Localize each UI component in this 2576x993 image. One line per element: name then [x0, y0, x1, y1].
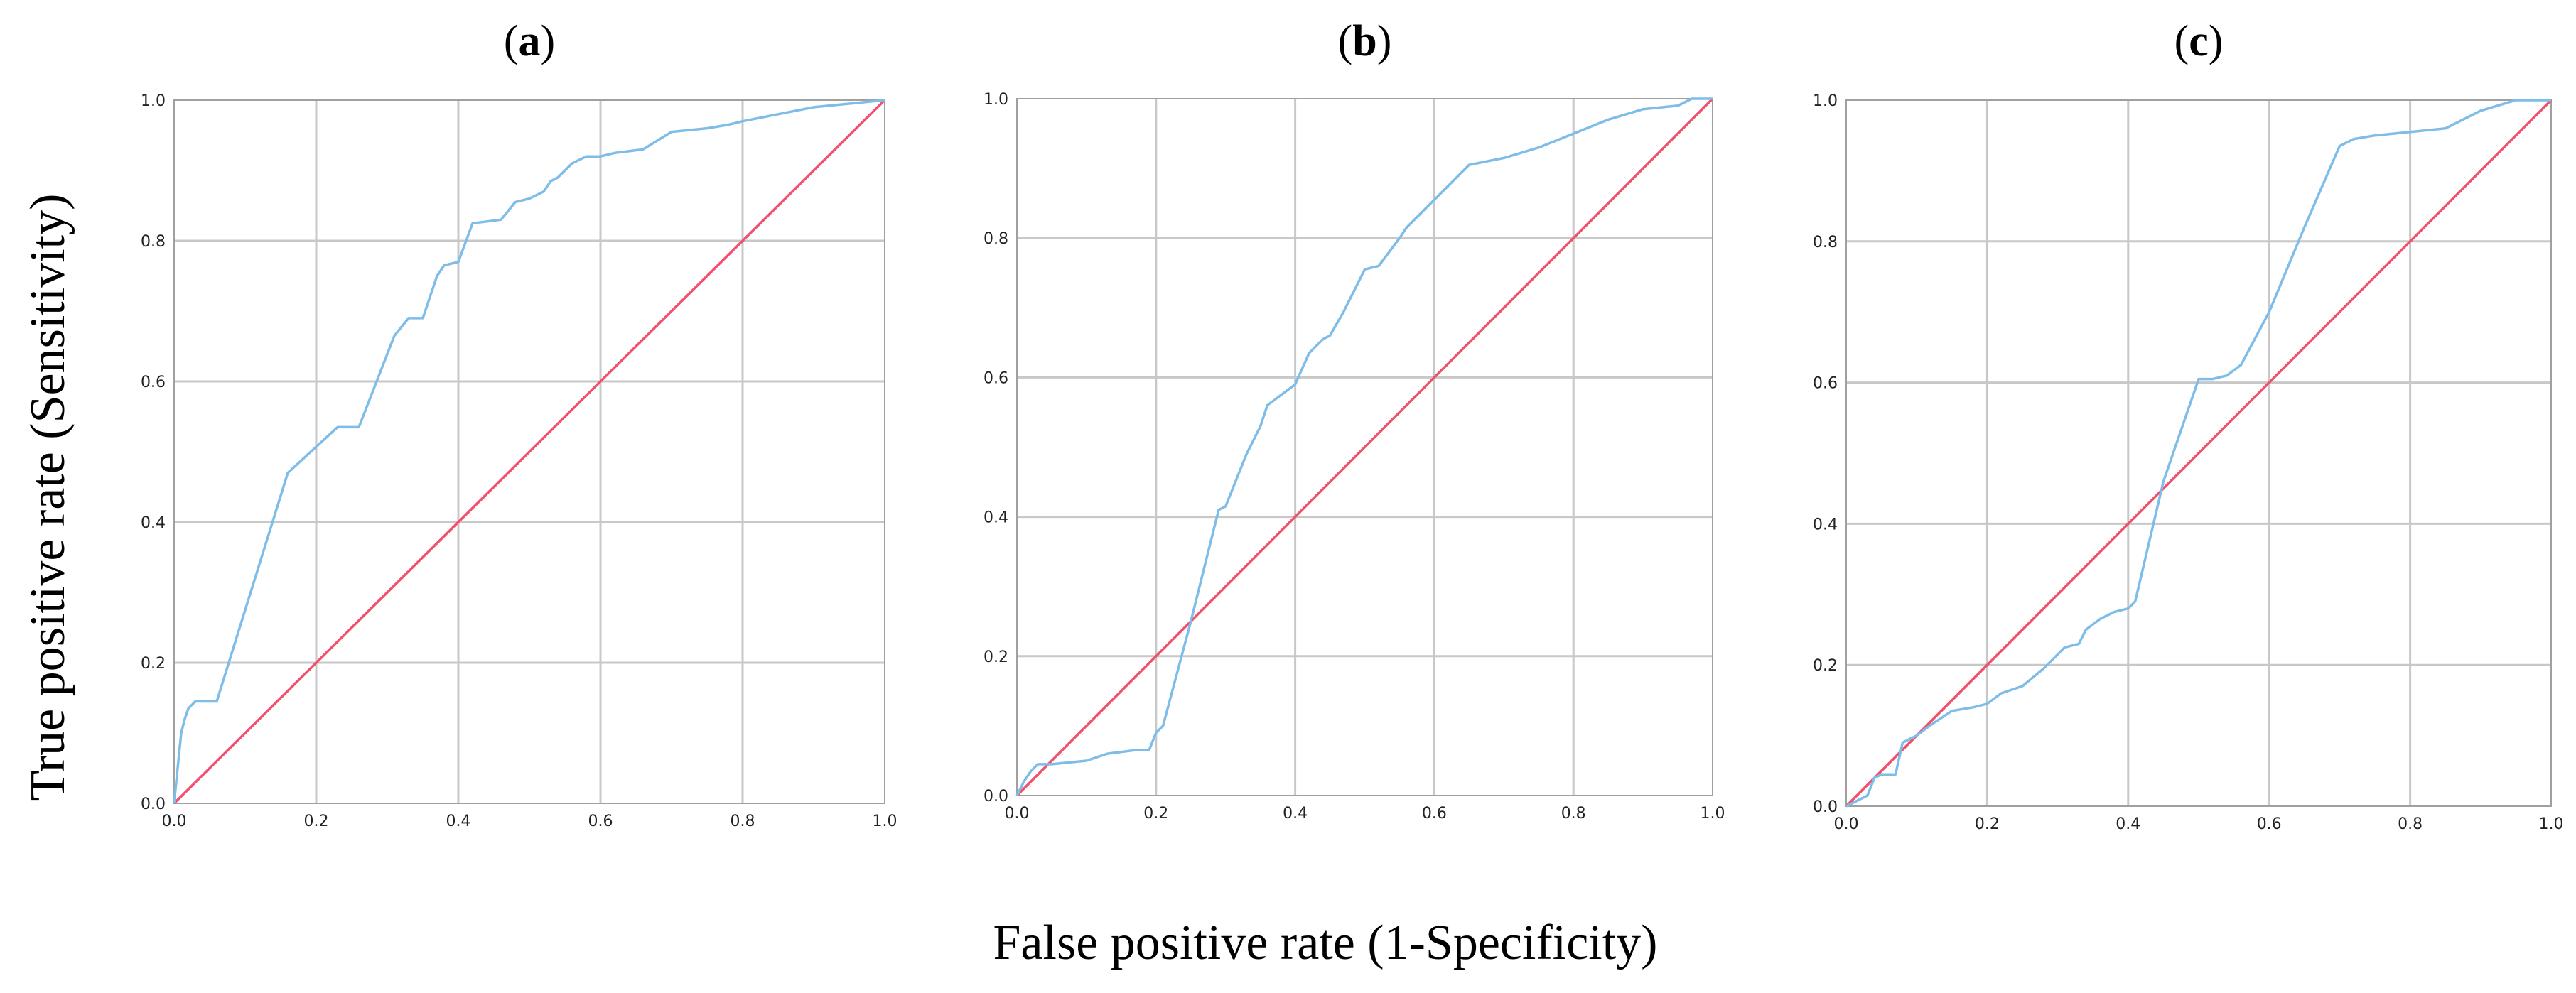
- y-tick-label: 0.8: [141, 233, 166, 251]
- x-tick-label: 0.8: [1561, 805, 1586, 823]
- y-tick-label: 0.6: [1813, 375, 1838, 393]
- y-tick-label: 0.2: [141, 655, 166, 673]
- panel-title-c: (c): [2174, 17, 2224, 65]
- x-tick-label: 1.0: [873, 813, 898, 830]
- y-tick-label: 0.6: [983, 369, 1008, 387]
- panel-title-open-paren: (: [1338, 17, 1353, 65]
- reference-line-series: [173, 99, 886, 805]
- plot-area-frame: [173, 99, 885, 804]
- x-axis-title: False positive rate (1-Specificity): [993, 916, 1658, 970]
- x-tick-label: 0.0: [1834, 815, 1859, 833]
- y-tick-label: 0.4: [141, 514, 166, 532]
- x-tick-label: 0.6: [1422, 805, 1447, 823]
- x-tick-label: 0.6: [588, 813, 613, 830]
- plot-area-frame: [1845, 99, 2552, 807]
- x-tick-label: 0.8: [731, 813, 755, 830]
- y-axis-title: True positive rate (Sensitivity): [21, 194, 75, 801]
- x-tick-label: 0.2: [1143, 805, 1168, 823]
- y-tick-label: 0.4: [983, 509, 1008, 527]
- y-tick-label: 0.0: [141, 796, 166, 813]
- plot-area-frame: [1016, 98, 1713, 796]
- panel-title-letter: a: [519, 17, 541, 65]
- x-tick-label: 0.4: [2116, 815, 2140, 833]
- x-tick-label: 0.8: [2398, 815, 2423, 833]
- panel-title-letter: b: [1352, 17, 1376, 65]
- chart-panel-a: (a) 0.0 0.2 0.4 0.6 0.8 1.0 0.0 0.2 0.4 0.6 0.8 1.0: [141, 17, 898, 830]
- y-tick-label: 0.6: [141, 374, 166, 391]
- chart-panels: (a)0.0 0.2 0.4 0.6 0.8 1.00.00.20.40.60.81.0(…: [141, 17, 2564, 833]
- y-tick-label: 1.0: [141, 92, 166, 110]
- panel-title-a: (a): [504, 17, 555, 65]
- x-tick-label: 0.4: [1283, 805, 1308, 823]
- roc-curve-series: [1845, 99, 2551, 808]
- y-tick-label: 1.0: [1813, 92, 1838, 110]
- x-tick-label: 0.0: [1005, 805, 1030, 823]
- x-tick-label: 0.2: [304, 813, 329, 830]
- panel-title-close-paren: ): [1377, 17, 1392, 65]
- roc-curve-series: [173, 99, 885, 804]
- reference-line-series: [1015, 97, 1714, 797]
- panel-title-close-paren: ): [541, 17, 556, 65]
- x-tick-label: 0.6: [2257, 815, 2282, 833]
- y-tick-label: 0.8: [1813, 234, 1838, 251]
- y-tick-label: 0.4: [1813, 516, 1838, 533]
- y-tick-label: 0.2: [983, 649, 1008, 666]
- x-tick-label: 0.0: [162, 813, 187, 830]
- panel-title-letter: c: [2189, 17, 2209, 65]
- panel-title-b: (b): [1338, 17, 1392, 65]
- y-tick-label: 0.0: [1813, 798, 1838, 816]
- chart-panel-c: (c) 0.0 0.2 0.4 0.6 0.8 1.0 0.0 0.2 0.4 0.6 0.8 1.0: [1813, 17, 2564, 833]
- x-tick-label: 0.2: [1975, 815, 2000, 833]
- y-tick-label: 0.8: [983, 230, 1008, 248]
- y-tick-label: 0.0: [983, 788, 1008, 805]
- y-tick-label: 1.0: [983, 91, 1008, 109]
- y-tick-label: 0.2: [1813, 657, 1838, 675]
- x-tick-label: 1.0: [2539, 815, 2564, 833]
- x-tick-label: 0.4: [446, 813, 471, 830]
- roc-curve-series: [1015, 97, 1713, 796]
- panel-title-open-paren: (: [2174, 17, 2189, 65]
- reference-line-series: [1845, 99, 2553, 808]
- panel-title-close-paren: ): [2209, 17, 2224, 65]
- x-tick-label: 1.0: [1701, 805, 1725, 823]
- panel-title-open-paren: (: [504, 17, 519, 65]
- chart-panel-b: (b) 0.0 0.2 0.4 0.6 0.8 1.0 0.0 0.2 0.4 0.6 0.8 1.0: [983, 17, 1725, 823]
